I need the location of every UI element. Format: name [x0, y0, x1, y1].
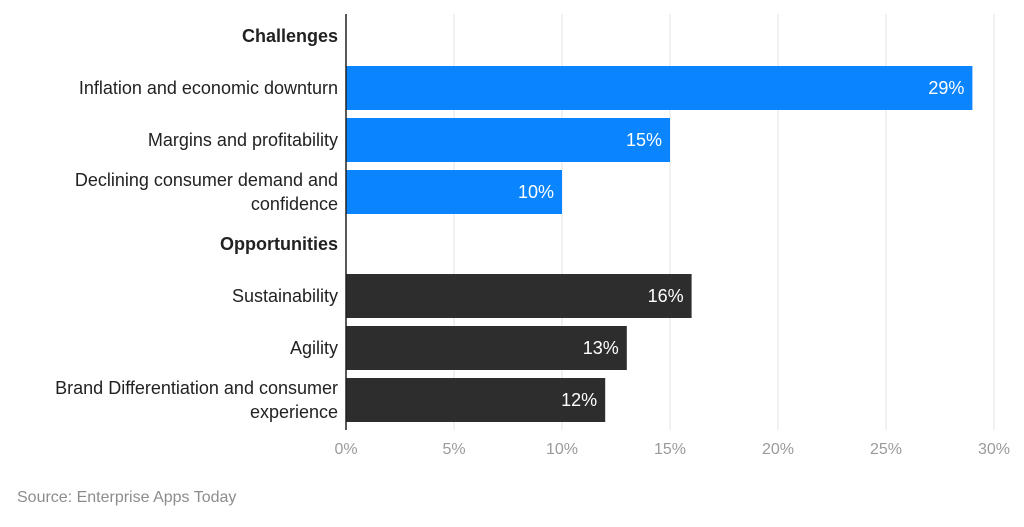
x-tick-label: 0%: [334, 441, 357, 458]
x-tick-label: 25%: [870, 441, 902, 458]
value-label: 10%: [518, 182, 554, 202]
group-header-label: Challenges: [242, 26, 338, 46]
category-label: Agility: [290, 338, 338, 358]
bar-opportunities: [346, 274, 692, 318]
bar-opportunities: [346, 378, 606, 422]
bar-opportunities: [346, 326, 627, 370]
value-label: 29%: [928, 78, 964, 98]
category-label: Sustainability: [232, 286, 338, 306]
x-axis-tick-labels: 0% 5% 10% 15% 20% 25% 30%: [334, 441, 1010, 458]
category-label: Margins and profitability: [148, 130, 338, 150]
value-label: 13%: [583, 338, 619, 358]
bar-chart: 29% 15% 10% 16% 13% 12% Challenges Inflation a…: [55, 14, 1010, 458]
source-note: Source: Enterprise Apps Today: [17, 489, 237, 506]
x-tick-label: 20%: [762, 441, 794, 458]
value-label: 15%: [626, 130, 662, 150]
value-label: 12%: [561, 390, 597, 410]
x-tick-label: 30%: [978, 441, 1010, 458]
category-label: Brand Differentiation and consumer experi…: [55, 378, 338, 422]
bars: 29% 15% 10% 16% 13% 12%: [346, 66, 973, 422]
bar-challenges: [346, 118, 670, 162]
group-header-label: Opportunities: [220, 234, 338, 254]
category-label: Declining consumer demand and confidence: [75, 170, 338, 214]
x-tick-label: 10%: [546, 441, 578, 458]
x-tick-label: 15%: [654, 441, 686, 458]
bar-challenges: [346, 170, 562, 214]
bar-challenges: [346, 66, 973, 110]
category-label: Inflation and economic downturn: [79, 78, 338, 98]
x-tick-label: 5%: [442, 441, 465, 458]
category-labels: Challenges Inflation and economic downtur…: [55, 26, 338, 422]
value-label: 16%: [648, 286, 684, 306]
